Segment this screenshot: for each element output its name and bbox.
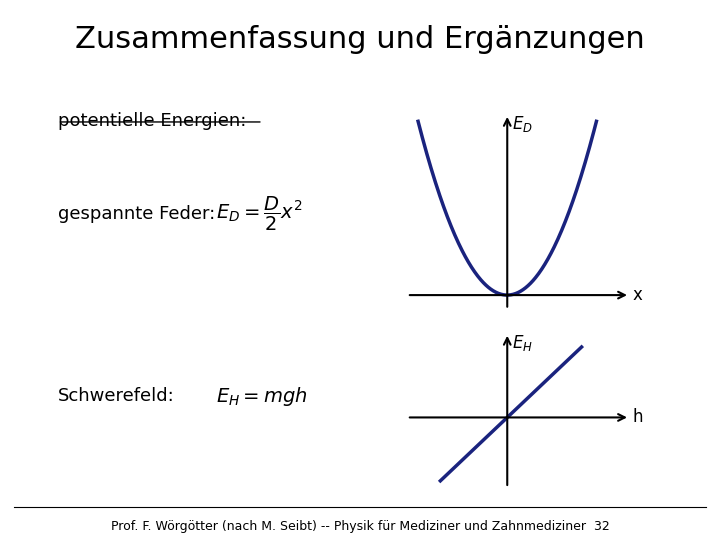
Text: Prof. F. Wörgötter (nach M. Seibt) -- Physik für Mediziner und Zahnmediziner  32: Prof. F. Wörgötter (nach M. Seibt) -- Ph… bbox=[111, 520, 609, 534]
Text: Schwerefeld:: Schwerefeld: bbox=[58, 387, 174, 405]
Text: gespannte Feder:: gespannte Feder: bbox=[58, 205, 215, 223]
Text: $E_D = \dfrac{D}{2}x^2$: $E_D = \dfrac{D}{2}x^2$ bbox=[216, 195, 302, 233]
Text: x: x bbox=[632, 286, 642, 304]
Text: $E_H$: $E_H$ bbox=[513, 333, 534, 353]
Text: h: h bbox=[632, 408, 643, 427]
Text: $E_H = mgh$: $E_H = mgh$ bbox=[216, 384, 307, 408]
Text: potentielle Energien:: potentielle Energien: bbox=[58, 112, 246, 130]
Text: Zusammenfassung und Ergänzungen: Zusammenfassung und Ergänzungen bbox=[75, 25, 645, 53]
Text: $E_D$: $E_D$ bbox=[513, 114, 534, 134]
